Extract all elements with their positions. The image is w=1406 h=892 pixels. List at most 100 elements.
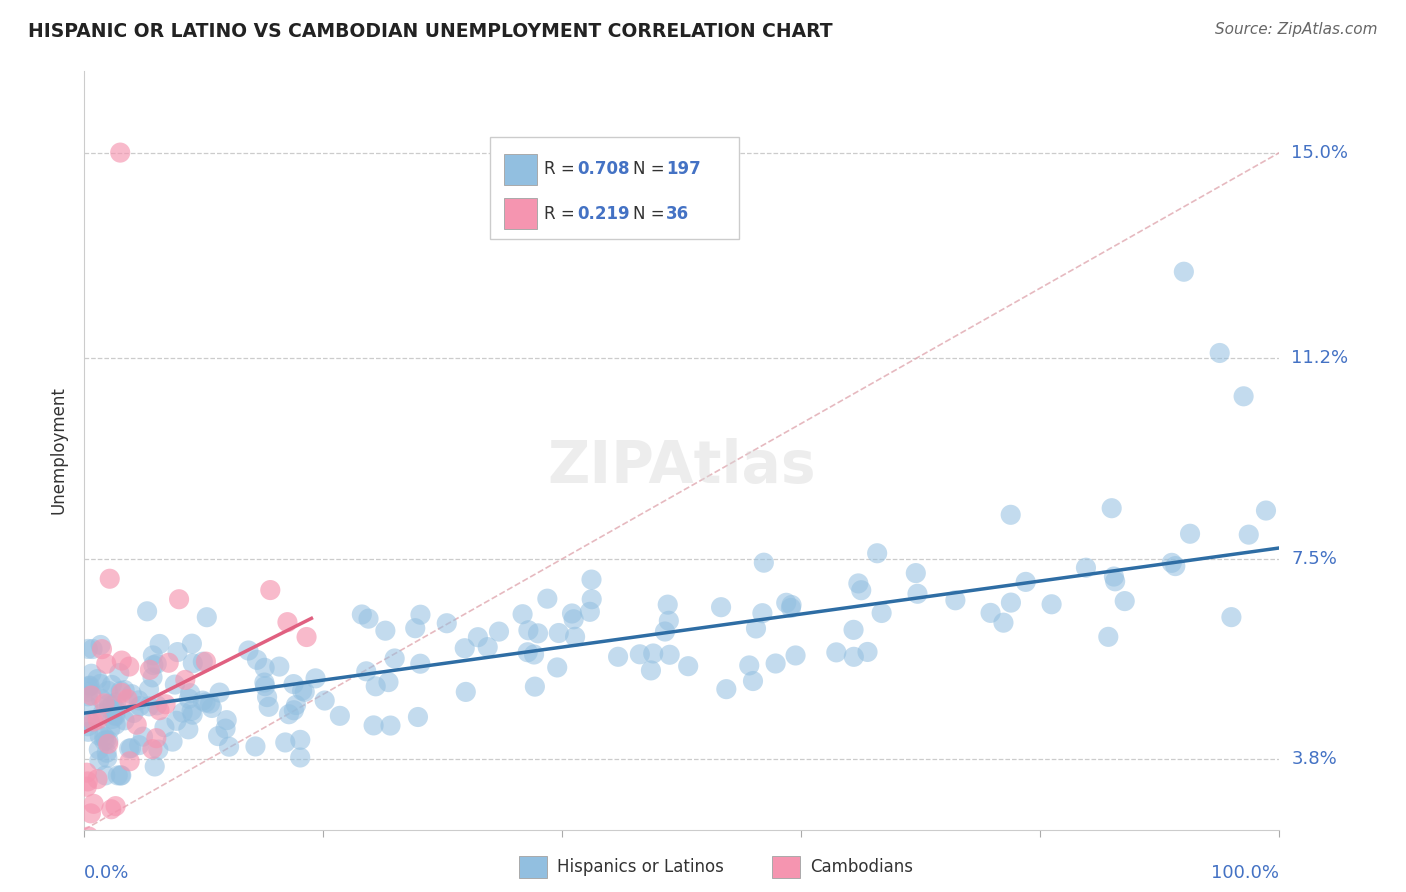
- Point: [155, 698, 177, 712]
- Point: [276, 615, 298, 629]
- Point: [825, 645, 848, 659]
- Point: [785, 648, 807, 663]
- Point: [89, 754, 111, 768]
- Point: [87, 713, 110, 727]
- Text: Source: ZipAtlas.com: Source: ZipAtlas.com: [1215, 22, 1378, 37]
- Point: [97, 737, 120, 751]
- Point: [516, 645, 538, 659]
- Point: [179, 686, 201, 700]
- Text: 11.2%: 11.2%: [1292, 350, 1348, 368]
- Point: [1015, 574, 1038, 589]
- Point: [181, 657, 204, 671]
- Point: [194, 696, 217, 710]
- Point: [120, 741, 142, 756]
- Point: [454, 685, 477, 699]
- Point: [512, 607, 534, 622]
- Point: [141, 742, 163, 756]
- Point: [97, 733, 120, 747]
- Point: [114, 683, 136, 698]
- Point: [82, 642, 104, 657]
- Point: [208, 685, 231, 699]
- Point: [76, 774, 98, 789]
- Point: [121, 687, 143, 701]
- Point: [752, 556, 775, 570]
- Point: [1160, 556, 1182, 570]
- Text: 0.0%: 0.0%: [84, 863, 129, 881]
- Point: [676, 659, 699, 673]
- Point: [141, 670, 163, 684]
- Point: [76, 765, 98, 780]
- Point: [1220, 610, 1243, 624]
- Text: 0.708: 0.708: [576, 161, 630, 178]
- Point: [143, 759, 166, 773]
- Point: [1233, 389, 1256, 403]
- Point: [357, 612, 380, 626]
- Point: [104, 717, 127, 731]
- Point: [86, 672, 108, 686]
- Point: [136, 604, 159, 618]
- Point: [79, 714, 101, 729]
- Point: [100, 802, 122, 816]
- Point: [89, 677, 111, 691]
- Point: [111, 654, 134, 668]
- Point: [110, 145, 132, 160]
- Point: [132, 730, 155, 744]
- Point: [527, 626, 550, 640]
- Point: [409, 657, 432, 671]
- Text: 3.8%: 3.8%: [1292, 750, 1337, 768]
- Point: [374, 624, 396, 638]
- Point: [94, 733, 117, 747]
- Point: [214, 722, 236, 736]
- Point: [579, 605, 602, 619]
- Point: [82, 714, 104, 729]
- Point: [163, 677, 186, 691]
- Point: [581, 592, 603, 607]
- Point: [118, 754, 141, 768]
- Point: [118, 741, 141, 756]
- Point: [195, 610, 218, 624]
- Point: [191, 693, 214, 707]
- Point: [745, 622, 768, 636]
- Point: [742, 673, 765, 688]
- Point: [142, 658, 165, 673]
- Point: [640, 664, 662, 678]
- Point: [246, 653, 269, 667]
- Point: [657, 598, 679, 612]
- Point: [564, 630, 586, 644]
- Point: [454, 641, 477, 656]
- Point: [710, 600, 733, 615]
- Point: [581, 573, 603, 587]
- Point: [114, 714, 136, 728]
- Point: [870, 606, 893, 620]
- Point: [77, 641, 100, 656]
- Point: [283, 703, 305, 717]
- Point: [108, 666, 131, 681]
- Point: [329, 709, 352, 723]
- Point: [404, 621, 426, 635]
- Point: [658, 648, 681, 662]
- Point: [488, 624, 510, 639]
- Point: [1114, 594, 1136, 608]
- Point: [218, 739, 240, 754]
- Point: [253, 675, 276, 690]
- Point: [145, 731, 167, 746]
- Point: [547, 626, 569, 640]
- Point: [1173, 265, 1195, 279]
- Point: [1000, 596, 1022, 610]
- Point: [101, 698, 124, 712]
- Point: [83, 797, 105, 811]
- Point: [90, 691, 112, 706]
- Point: [907, 587, 929, 601]
- Point: [177, 691, 200, 706]
- Text: 15.0%: 15.0%: [1292, 144, 1348, 161]
- Point: [157, 656, 180, 670]
- Point: [215, 713, 238, 727]
- Point: [97, 701, 120, 715]
- Point: [129, 699, 152, 714]
- Text: R =: R =: [544, 161, 581, 178]
- Text: N =: N =: [633, 204, 669, 223]
- Point: [148, 742, 170, 756]
- Point: [380, 718, 402, 732]
- Point: [93, 734, 115, 748]
- Point: [1101, 501, 1123, 516]
